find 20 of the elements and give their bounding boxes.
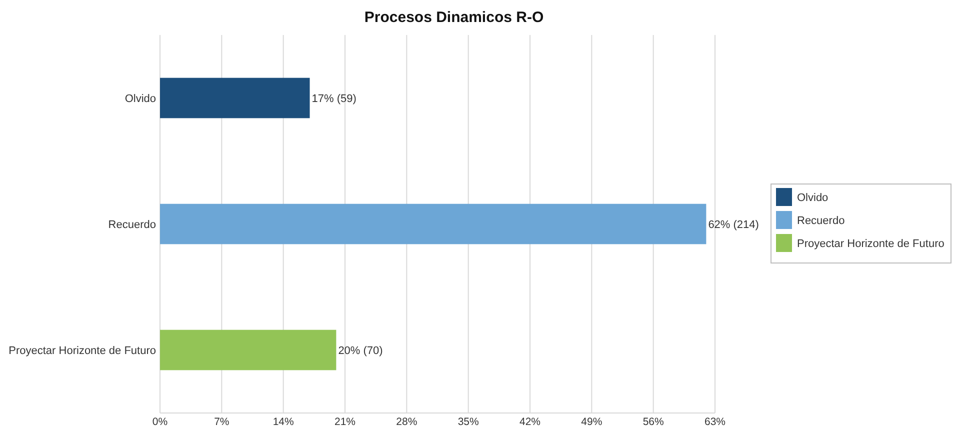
data-label: 62% (214) bbox=[708, 218, 759, 231]
y-tick-label: Recuerdo bbox=[108, 218, 156, 231]
data-label: 20% (70) bbox=[338, 344, 383, 357]
chart-title: Procesos Dinamicos R-O bbox=[364, 9, 544, 26]
y-tick-label: Olvido bbox=[124, 92, 156, 105]
x-tick-label: 35% bbox=[458, 416, 479, 428]
data-label: 17% (59) bbox=[312, 92, 356, 105]
x-tick-label: 14% bbox=[272, 416, 294, 428]
legend-label: Recuerdo bbox=[797, 214, 845, 227]
x-tick-label: 49% bbox=[581, 416, 602, 428]
x-tick-label: 0% bbox=[152, 416, 168, 428]
x-tick-label: 63% bbox=[704, 416, 726, 428]
legend-label: Olvido bbox=[797, 192, 828, 204]
x-tick-label: 21% bbox=[334, 416, 356, 428]
x-tick-label: 7% bbox=[214, 416, 230, 428]
x-tick-label: 42% bbox=[519, 416, 541, 428]
y-tick-label: Proyectar Horizonte de Futuro bbox=[8, 344, 156, 357]
x-tick-label: 56% bbox=[642, 416, 664, 428]
x-tick-label: 28% bbox=[396, 416, 418, 428]
legend-label: Proyectar Horizonte de Futuro bbox=[797, 238, 944, 250]
